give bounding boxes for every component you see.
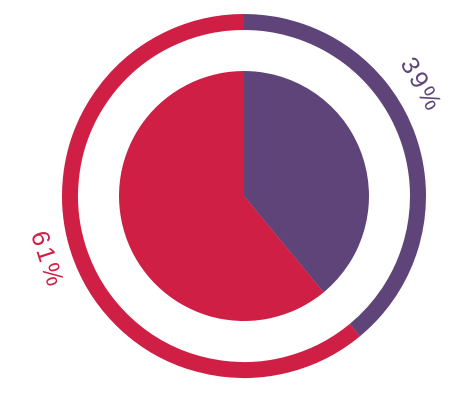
ring-arc-2 <box>62 14 360 378</box>
percent-label-2: 61% <box>25 227 70 292</box>
pie-slice-1 <box>244 71 369 293</box>
pie-slice-2 <box>119 71 324 321</box>
outer-ring <box>62 14 426 378</box>
inner-pie <box>119 71 369 321</box>
ring-arc-1 <box>243 14 426 337</box>
